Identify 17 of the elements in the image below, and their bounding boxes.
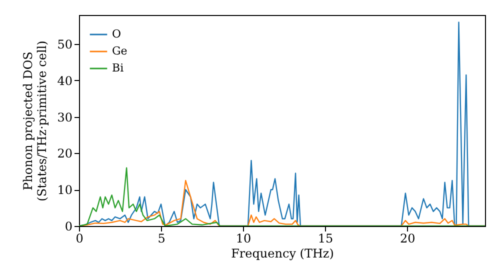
line-series (79, 167, 485, 226)
x-tick-label: 20 (400, 232, 416, 246)
y-tick-label: 40 (57, 74, 72, 88)
y-axis-title: Phonon projected DOS (States/THz·primitive cell) (21, 40, 50, 202)
y-tick-label: 50 (57, 38, 72, 52)
y-tick-label: 0 (64, 220, 72, 234)
x-axis-title: Frequency (THz) (231, 246, 334, 260)
legend-label: O (112, 28, 122, 40)
x-tick-label: 10 (236, 232, 252, 246)
legend-label: Ge (112, 44, 128, 58)
y-tick-label: 30 (57, 110, 72, 124)
y-tick-label: 10 (57, 183, 72, 198)
legend-label: Bi (112, 62, 124, 74)
x-tick-label: 0 (76, 232, 84, 246)
y-tick-label: 20 (57, 146, 72, 161)
x-tick-label: 5 (158, 232, 166, 246)
x-tick-label: 15 (318, 232, 334, 246)
